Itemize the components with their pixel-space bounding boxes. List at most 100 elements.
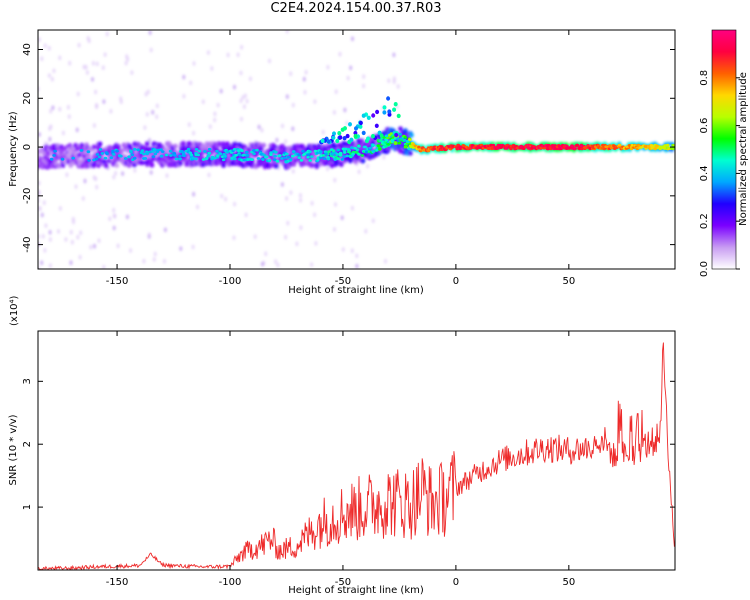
ridge-core	[109, 156, 114, 160]
speckle	[357, 169, 361, 175]
speckle	[285, 30, 289, 34]
ridge-core	[609, 146, 614, 150]
speckle	[346, 75, 350, 81]
ridge-core	[342, 155, 347, 159]
speckle	[350, 248, 354, 254]
ridge-core	[331, 149, 336, 153]
ridge-cell	[91, 144, 97, 150]
speckle	[232, 235, 236, 241]
colorbar-tick-label: 0.0	[699, 261, 710, 277]
ridge-core	[470, 144, 475, 147]
ridge-core	[487, 146, 491, 150]
speckle	[226, 52, 230, 58]
speckle	[396, 84, 400, 89]
ridge-core	[173, 154, 177, 157]
ridge-core	[368, 146, 373, 150]
speckle	[210, 66, 214, 71]
ridge-core	[95, 153, 100, 156]
ridge-core	[218, 152, 222, 156]
ridge-core	[164, 153, 169, 157]
ridge-streak	[382, 105, 387, 110]
speckle	[48, 237, 53, 242]
colorbar-tick-label: 0.8	[699, 70, 710, 86]
figure-title: C2E4.2024.154.00.37.R03	[270, 1, 442, 16]
speckle	[285, 196, 289, 201]
ridge-core	[350, 146, 354, 150]
ridge-core	[153, 152, 158, 156]
speckle	[40, 260, 44, 266]
speckle	[220, 193, 224, 199]
ridge-streak	[361, 130, 366, 136]
ridge-streak	[379, 133, 384, 138]
ridge-core	[112, 153, 116, 156]
ridge-cell	[45, 150, 51, 156]
ridge-core	[360, 154, 365, 157]
snr-y-ticks: 1 2 3	[22, 378, 675, 510]
speckle	[65, 172, 69, 178]
colorbar-tick-label: 0.2	[699, 213, 710, 229]
speckle	[92, 123, 96, 128]
ridge-cell	[57, 163, 62, 169]
ridge-core	[458, 145, 463, 149]
snr-x-axis-label: Height of straight line (km)	[288, 585, 424, 596]
speckle	[89, 244, 93, 250]
ridge-core	[363, 145, 368, 149]
speckle	[61, 130, 65, 136]
ridge-streak	[343, 126, 347, 131]
ridge-core	[197, 149, 202, 153]
speckle	[51, 105, 55, 111]
speckle	[349, 65, 353, 71]
ridge-streak	[349, 137, 354, 142]
spectrogram-y-axis-label: Frequency (Hz)	[8, 111, 19, 187]
speckle	[201, 99, 205, 105]
speckle	[67, 114, 71, 119]
speckle	[387, 78, 391, 84]
ridge-core	[662, 147, 667, 150]
ridge-cell	[308, 162, 314, 168]
speckle	[165, 173, 169, 179]
speckle	[92, 243, 97, 249]
ridge-cell	[157, 142, 163, 148]
speckle	[108, 216, 112, 222]
speckle	[371, 218, 375, 224]
speckle	[295, 241, 299, 247]
ridge-core	[273, 154, 277, 158]
ridge-core	[655, 144, 659, 148]
ridge-core	[308, 150, 312, 154]
speckle	[187, 122, 191, 127]
ridge-streak	[348, 122, 352, 127]
ridge-core	[182, 154, 187, 158]
colorbar-label: Normalized spectral amplitude	[738, 72, 749, 226]
ridge-core	[376, 144, 381, 148]
speckle	[276, 262, 280, 268]
speckle	[392, 52, 396, 58]
ridge-cell	[101, 158, 107, 165]
ridge-core	[393, 141, 398, 144]
speckle	[114, 170, 118, 176]
speckle	[298, 193, 303, 198]
ridge-core	[168, 149, 173, 153]
speckle	[260, 261, 265, 267]
ridge-core	[403, 145, 408, 149]
ridge-core	[143, 157, 148, 160]
ridge-core	[160, 150, 165, 154]
speckle	[38, 37, 41, 43]
speckle	[40, 56, 44, 62]
ridge-core	[306, 155, 310, 159]
ridge-cell	[144, 141, 150, 147]
ridge-cell	[359, 138, 365, 144]
ridge-core	[371, 150, 375, 154]
ridge-core	[215, 154, 220, 158]
ridge-core	[417, 145, 421, 149]
speckle	[102, 99, 106, 104]
speckle	[97, 238, 101, 244]
ridge-core	[132, 156, 137, 160]
ridge-core	[252, 149, 256, 152]
speckle	[189, 80, 193, 86]
x-tick-label: -100	[219, 577, 242, 588]
x-tick-label: 50	[562, 276, 575, 287]
ridge-core	[129, 150, 133, 154]
speckle	[267, 58, 272, 64]
colorbar-ticks: 0.0 0.2 0.4 0.6 0.8	[699, 70, 740, 277]
